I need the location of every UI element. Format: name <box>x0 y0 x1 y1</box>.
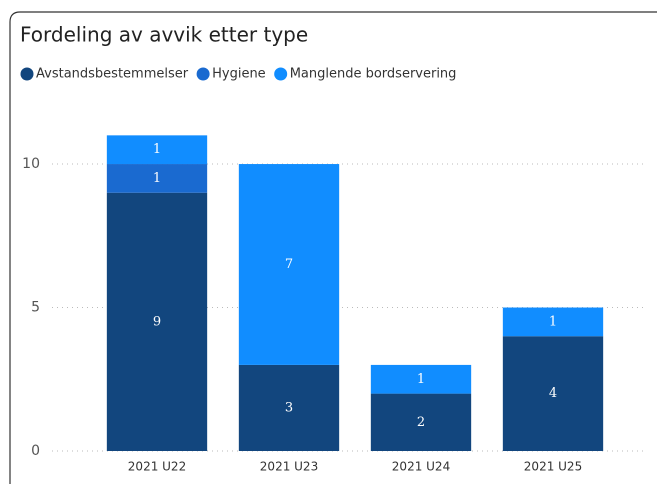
bar-segment <box>238 164 340 365</box>
card-border <box>9 11 657 484</box>
legend-swatch <box>20 67 34 81</box>
legend-label: Avstandsbestemmelser <box>36 67 189 82</box>
legend-label: Hygiene <box>212 67 266 82</box>
bar-segment <box>106 164 208 193</box>
chart-title: Fordeling av avvik etter type <box>20 23 308 47</box>
bar-segment <box>370 393 472 451</box>
legend-swatch <box>274 67 288 81</box>
data-label: 1 <box>153 142 161 157</box>
data-label: 3 <box>285 400 293 415</box>
x-tick-label: 2021 U23 <box>260 460 318 474</box>
data-label: 1 <box>153 171 161 186</box>
legend-label: Manglende bordservering <box>290 67 457 82</box>
y-tick-label: 5 <box>31 300 40 316</box>
data-label: 4 <box>549 386 557 401</box>
data-label: 7 <box>285 257 293 272</box>
x-tick-label: 2021 U25 <box>524 460 582 474</box>
bar-segment <box>502 336 604 451</box>
y-tick-label: 0 <box>31 443 40 459</box>
bar-segment <box>370 364 472 394</box>
x-tick-label: 2021 U22 <box>128 460 186 474</box>
bar-segment <box>238 364 340 451</box>
data-label: 9 <box>153 314 161 329</box>
bar-segment <box>106 192 208 451</box>
data-label: 2 <box>417 415 425 430</box>
data-label: 1 <box>417 372 425 387</box>
bar-segment <box>106 135 208 165</box>
legend-swatch <box>196 67 210 81</box>
bar-segment <box>502 307 604 337</box>
data-label: 1 <box>549 314 557 329</box>
x-tick-label: 2021 U24 <box>392 460 450 474</box>
y-tick-label: 10 <box>22 156 40 172</box>
